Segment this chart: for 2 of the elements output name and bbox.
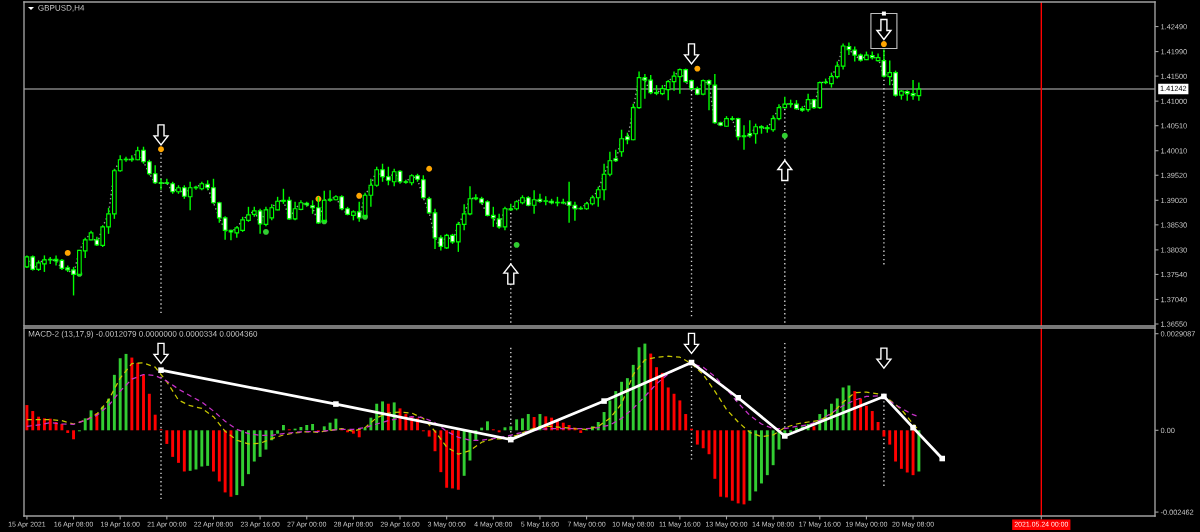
chart-title: MACD-2 (13,17,9) -0.0012079 0.0000000 0.0000334 0.0004360: [28, 330, 258, 339]
chart-title: GBPUSD,H4: [38, 4, 85, 12]
